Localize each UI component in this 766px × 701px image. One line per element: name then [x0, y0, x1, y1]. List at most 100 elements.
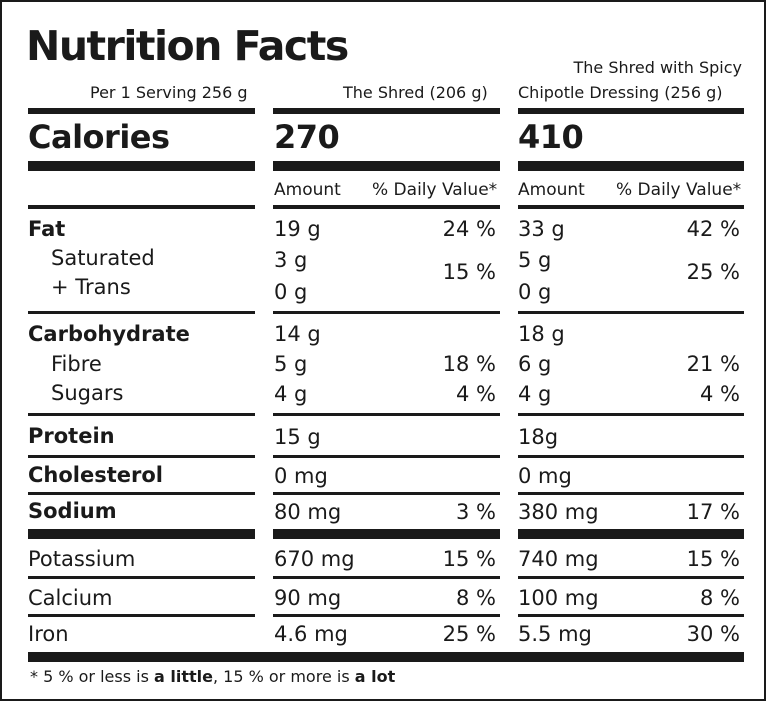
col2-amount-heading: Amount — [518, 180, 585, 200]
divider — [518, 108, 744, 114]
saturated-label: Saturated — [51, 246, 155, 270]
fibre-col1-amount: 5 g — [274, 352, 308, 376]
iron-label: Iron — [28, 622, 69, 646]
footnote-lot: a lot — [354, 667, 396, 686]
sugars-col2-amount: 4 g — [518, 382, 552, 406]
sat-trans-col1-dv: 15 % — [442, 260, 496, 284]
divider — [518, 205, 744, 209]
divider — [28, 311, 255, 314]
divider — [273, 576, 500, 579]
saturated-col2-amount: 5 g — [518, 248, 552, 272]
col2-calories: 410 — [518, 118, 584, 156]
footnote-little: a little — [154, 667, 213, 686]
trans-col1-amount: 0 g — [274, 280, 308, 304]
iron-col1-dv: 25 % — [442, 622, 496, 646]
carbohydrate-col2-amount: 18 g — [518, 322, 565, 346]
sodium-label: Sodium — [28, 499, 117, 523]
fat-col1-amount: 19 g — [274, 217, 321, 241]
col1-calories: 270 — [274, 118, 340, 156]
calcium-col1-dv: 8 % — [456, 586, 496, 610]
carbohydrate-col1-amount: 14 g — [274, 322, 321, 346]
fat-col1-dv: 24 % — [442, 217, 496, 241]
iron-col1-amount: 4.6 mg — [274, 622, 348, 646]
divider — [28, 205, 255, 209]
col2-dv-heading: % Daily Value* — [616, 180, 742, 200]
divider — [28, 492, 255, 495]
col1-dv-heading: % Daily Value* — [372, 180, 498, 200]
divider — [518, 161, 744, 171]
sodium-col2-amount: 380 mg — [518, 500, 599, 524]
sugars-col1-amount: 4 g — [274, 382, 308, 406]
potassium-col2-dv: 15 % — [686, 547, 740, 571]
divider — [273, 311, 500, 314]
sodium-col1-amount: 80 mg — [274, 500, 342, 524]
saturated-col1-amount: 3 g — [274, 248, 308, 272]
sugars-col2-dv: 4 % — [700, 382, 740, 406]
sugars-col1-dv: 4 % — [456, 382, 496, 406]
potassium-col1-dv: 15 % — [442, 547, 496, 571]
potassium-col1-amount: 670 mg — [274, 547, 355, 571]
divider — [273, 455, 500, 458]
divider — [28, 614, 255, 617]
divider — [273, 108, 500, 114]
iron-col2-amount: 5.5 mg — [518, 622, 592, 646]
serving-size: Per 1 Serving 256 g — [90, 83, 248, 102]
calcium-col2-dv: 8 % — [700, 586, 740, 610]
protein-label: Protein — [28, 424, 115, 448]
divider — [518, 576, 744, 579]
divider — [518, 413, 744, 416]
divider — [518, 311, 744, 314]
calcium-col1-amount: 90 mg — [274, 586, 342, 610]
divider — [518, 492, 744, 495]
fibre-label: Fibre — [51, 352, 102, 376]
divider — [273, 205, 500, 209]
divider — [28, 108, 255, 114]
fibre-col2-amount: 6 g — [518, 352, 552, 376]
divider — [518, 529, 744, 539]
divider — [273, 161, 500, 171]
divider — [28, 576, 255, 579]
potassium-col2-amount: 740 mg — [518, 547, 599, 571]
iron-col2-dv: 30 % — [686, 622, 740, 646]
divider — [273, 614, 500, 617]
fat-col2-dv: 42 % — [686, 217, 740, 241]
bottom-divider — [28, 652, 744, 662]
calcium-label: Calcium — [28, 586, 113, 610]
cholesterol-col1-amount: 0 mg — [274, 464, 328, 488]
divider — [518, 455, 744, 458]
divider — [273, 529, 500, 539]
col2-header-line2: Chipotle Dressing (256 g) — [518, 83, 723, 102]
footnote-prefix: * 5 % or less is — [30, 667, 155, 686]
calcium-col2-amount: 100 mg — [518, 586, 599, 610]
divider — [28, 529, 255, 539]
divider — [28, 161, 255, 171]
potassium-label: Potassium — [28, 547, 136, 571]
sodium-col2-dv: 17 % — [686, 500, 740, 524]
sat-trans-col2-dv: 25 % — [686, 260, 740, 284]
divider — [273, 492, 500, 495]
cholesterol-col2-amount: 0 mg — [518, 464, 572, 488]
divider — [28, 413, 255, 416]
divider — [518, 614, 744, 617]
fibre-col1-dv: 18 % — [442, 352, 496, 376]
sugars-label: Sugars — [51, 381, 124, 405]
cholesterol-label: Cholesterol — [28, 463, 163, 487]
col1-amount-heading: Amount — [274, 180, 341, 200]
trans-label: + Trans — [51, 275, 131, 299]
protein-col2-amount: 18g — [518, 425, 559, 449]
carbohydrate-label: Carbohydrate — [28, 322, 190, 346]
fat-col2-amount: 33 g — [518, 217, 565, 241]
page-title: Nutrition Facts — [26, 22, 349, 70]
protein-col1-amount: 15 g — [274, 425, 321, 449]
divider — [273, 413, 500, 416]
col2-header-line1: The Shred with Spicy — [573, 58, 742, 77]
trans-col2-amount: 0 g — [518, 280, 552, 304]
col1-header: The Shred (206 g) — [343, 83, 488, 102]
footnote: * 5 % or less is a little, 15 % or more … — [30, 667, 395, 686]
fat-label: Fat — [28, 217, 66, 241]
calories-label: Calories — [28, 118, 170, 156]
fibre-col2-dv: 21 % — [686, 352, 740, 376]
footnote-middle: , 15 % or more is — [212, 667, 355, 686]
divider — [28, 455, 255, 458]
